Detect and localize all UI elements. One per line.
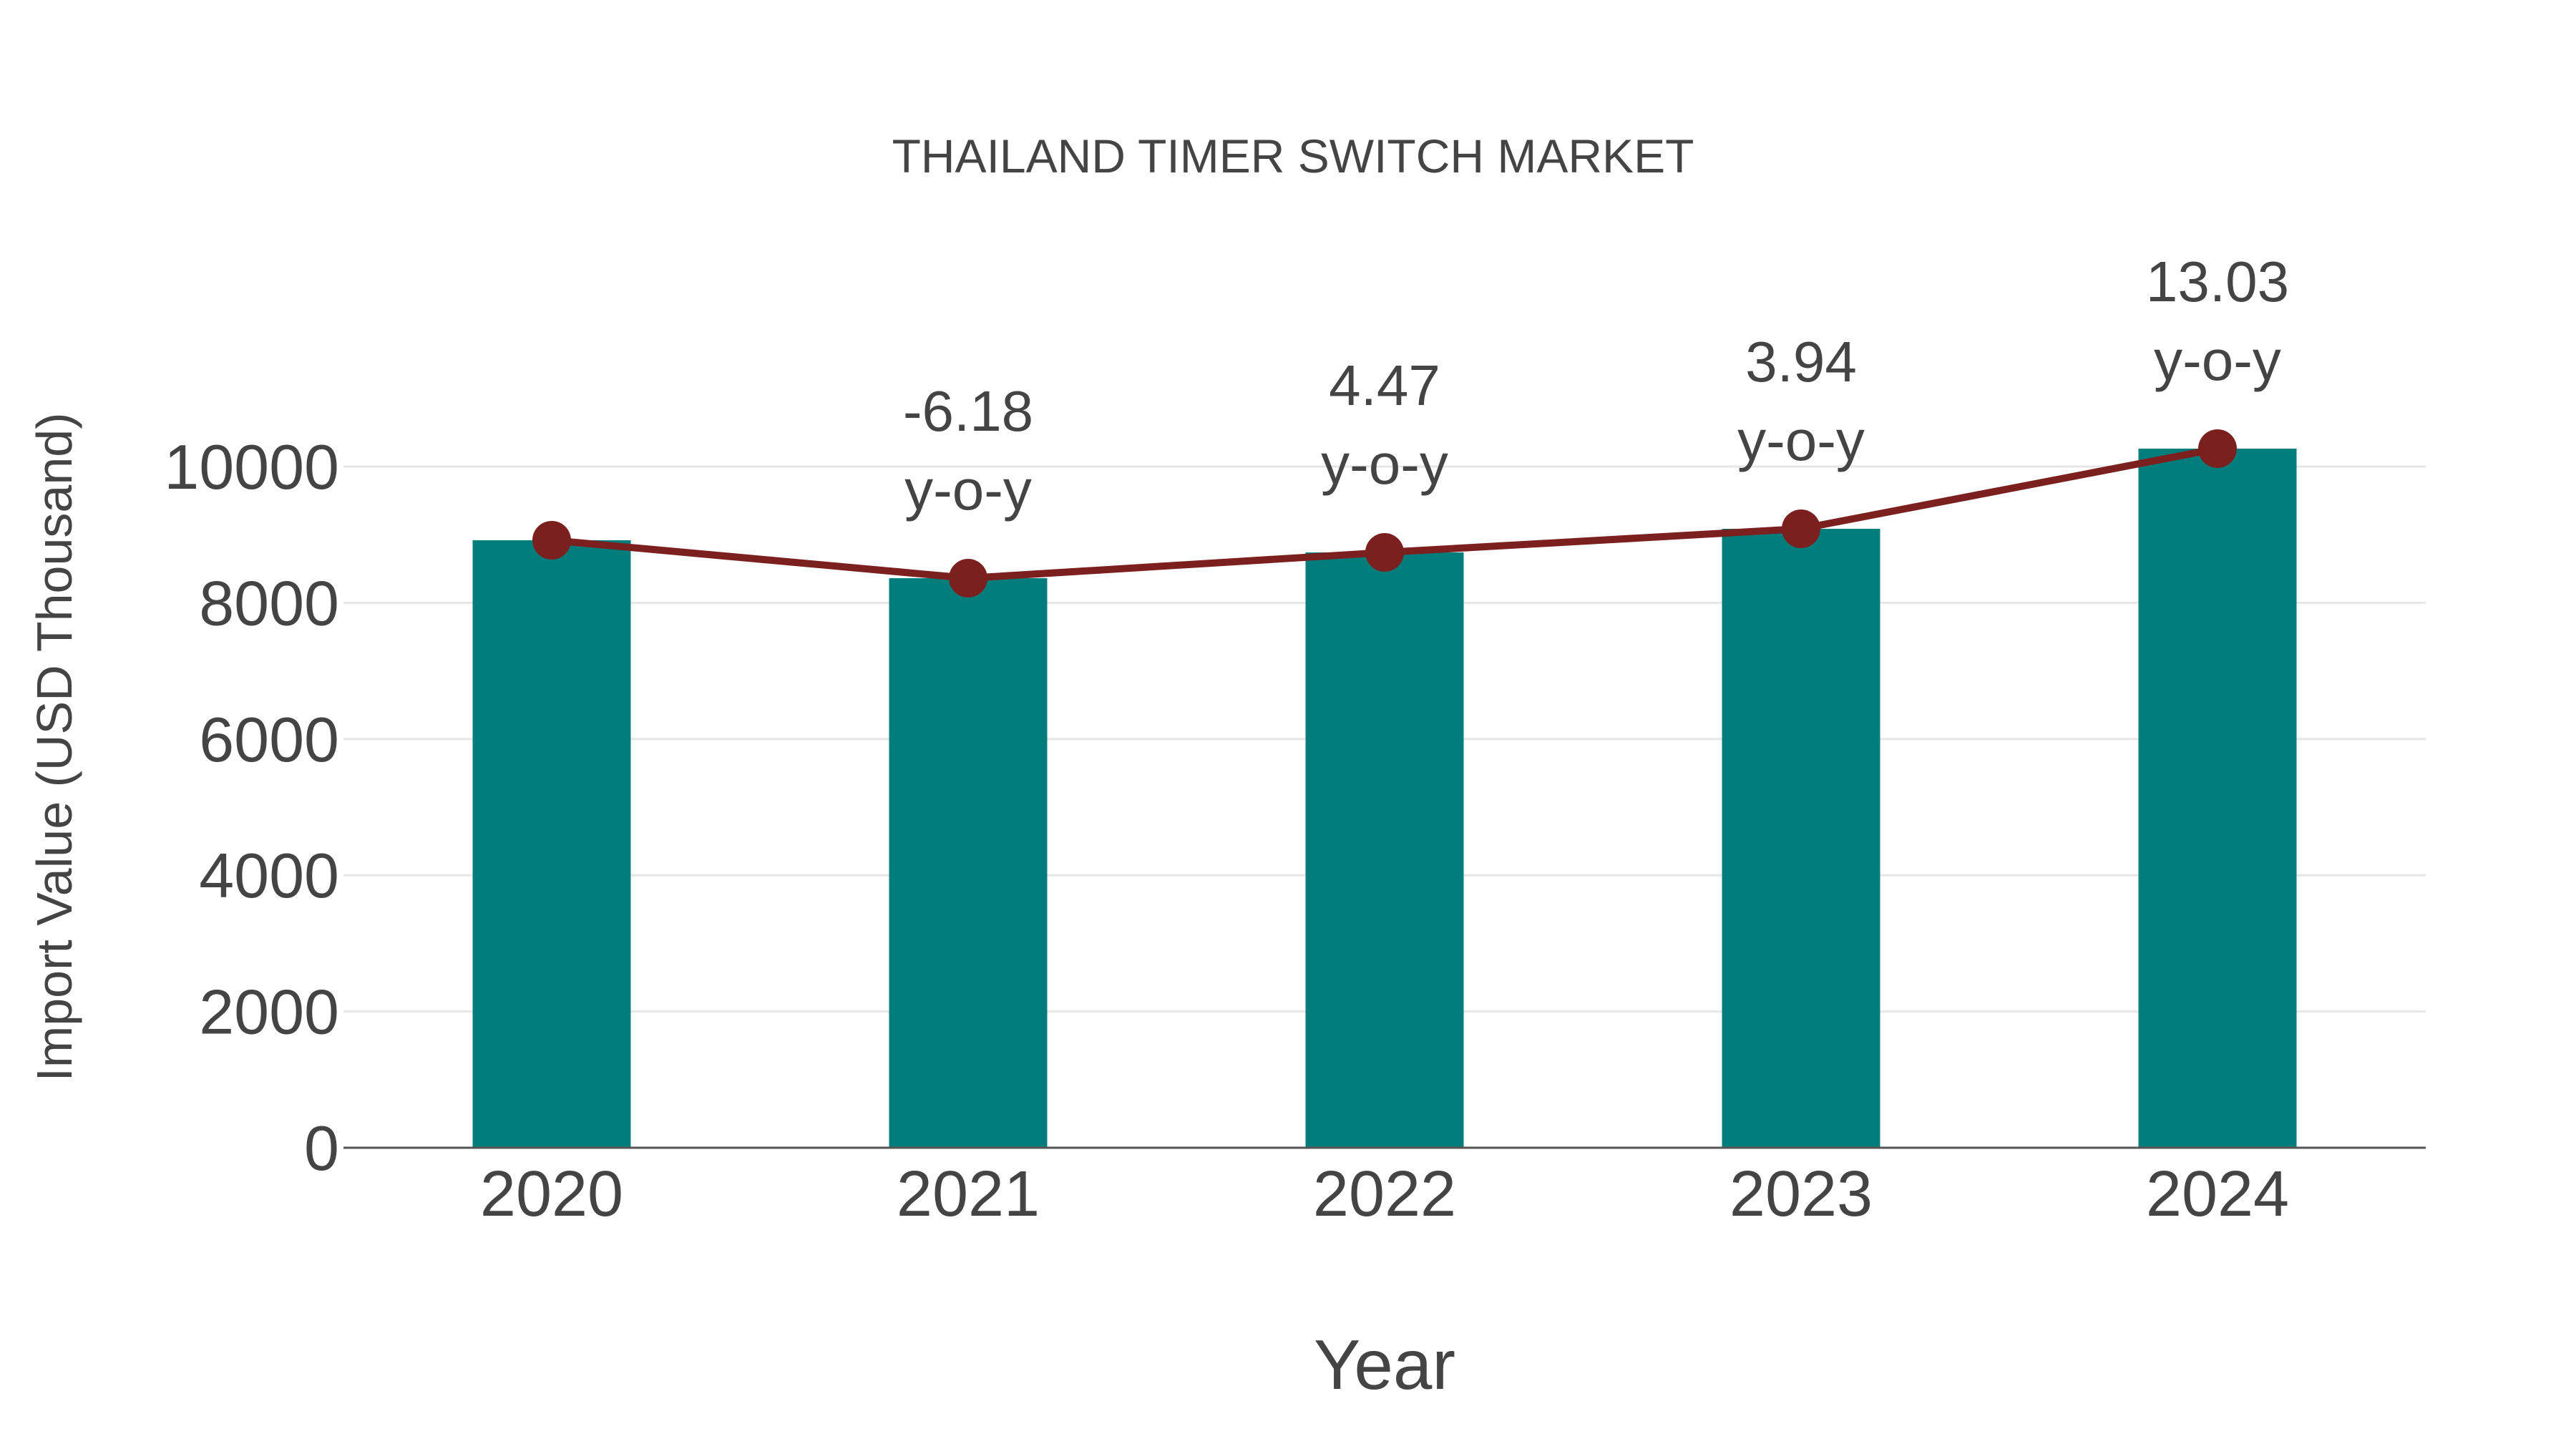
y-axis-ticks: 0 2000 4000 6000 8000 10000	[164, 431, 339, 1184]
annotation-suffix: y-o-y	[2154, 328, 2281, 392]
marker-2021	[949, 559, 987, 598]
x-tick-label: 2021	[897, 1158, 1040, 1230]
marker-2024	[2198, 429, 2237, 468]
x-axis-title: Year	[1314, 1325, 1455, 1404]
y-tick-label: 4000	[199, 840, 339, 911]
bar-2024	[2138, 448, 2297, 1148]
annotation-2022: 4.47 y-o-y	[1321, 353, 1448, 496]
y-axis-title: Import Value (USD Thousand)	[26, 412, 82, 1081]
y-tick-label: 6000	[199, 704, 339, 775]
chart-title: THAILAND TIMER SWITCH MARKET	[892, 130, 1694, 182]
x-tick-label: 2024	[2146, 1158, 2289, 1230]
annotation-value: -6.18	[903, 379, 1033, 443]
y-tick-label: 0	[304, 1113, 339, 1184]
marker-2022	[1365, 533, 1404, 572]
line-markers	[532, 429, 2237, 598]
annotation-suffix: y-o-y	[904, 458, 1032, 522]
x-tick-label: 2022	[1313, 1158, 1456, 1230]
annotation-value: 3.94	[1745, 330, 1857, 394]
marker-2020	[532, 521, 571, 560]
bar-2022	[1305, 552, 1464, 1148]
marker-2023	[1782, 509, 1820, 549]
annotation-2023: 3.94 y-o-y	[1737, 330, 1865, 472]
annotation-value: 4.47	[1329, 353, 1440, 417]
bar-2020	[472, 540, 631, 1148]
bar-2023	[1722, 529, 1880, 1148]
annotation-value: 13.03	[2146, 250, 2289, 313]
annotation-suffix: y-o-y	[1737, 409, 1865, 472]
annotation-2021: -6.18 y-o-y	[903, 379, 1033, 522]
yoy-annotations: -6.18 y-o-y 4.47 y-o-y 3.94 y-o-y 13.03 y-o-y	[903, 250, 2289, 522]
y-tick-label: 2000	[199, 977, 339, 1048]
x-tick-label: 2020	[480, 1158, 623, 1230]
annotation-suffix: y-o-y	[1321, 432, 1448, 496]
bar-series	[472, 448, 2297, 1148]
annotation-2024: 13.03 y-o-y	[2146, 250, 2289, 392]
x-axis-ticks: 2020 2021 2022 2023 2024	[480, 1158, 2289, 1230]
x-tick-label: 2023	[1729, 1158, 1873, 1230]
y-tick-label: 8000	[199, 567, 339, 638]
y-tick-label: 10000	[164, 431, 339, 502]
bar-2021	[889, 578, 1048, 1148]
